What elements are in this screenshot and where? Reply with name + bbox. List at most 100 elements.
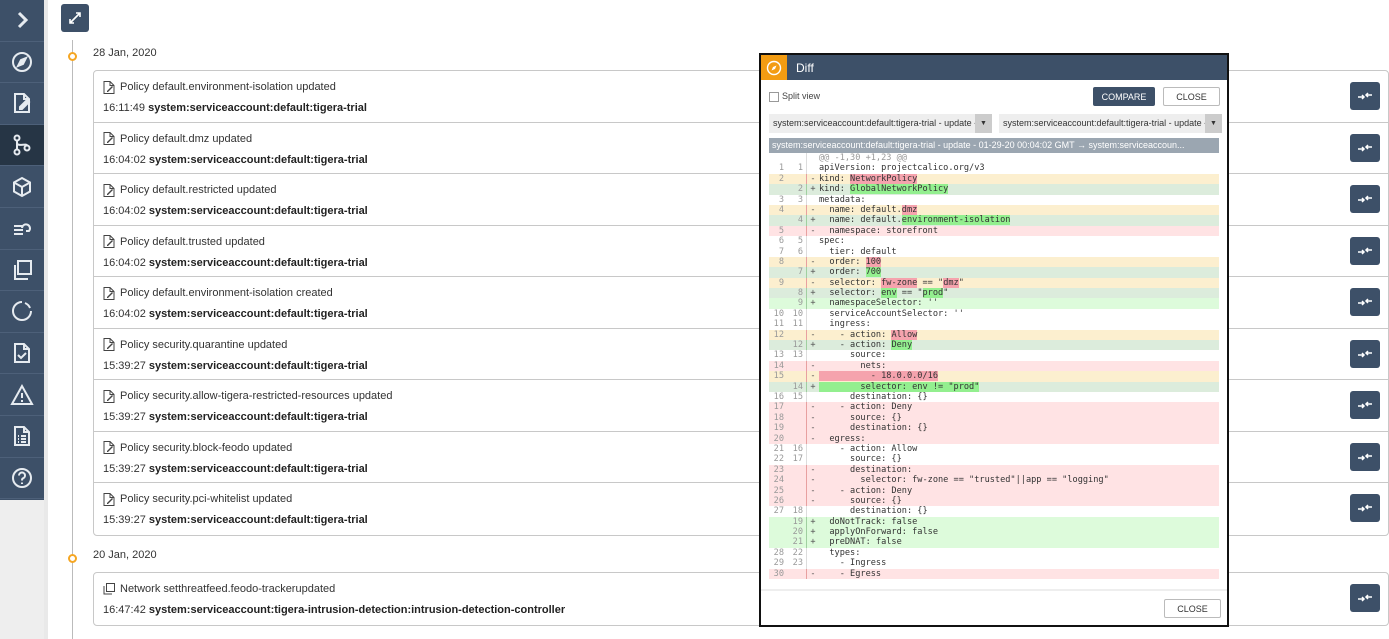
old-line-number: 4 bbox=[778, 204, 784, 215]
diff-code: applyOnForward: false bbox=[819, 527, 938, 537]
timeline-dot bbox=[68, 52, 77, 61]
code-text: - action: Deny bbox=[819, 402, 913, 413]
diff-line: 4 + name: default.environment-isolation bbox=[769, 215, 1219, 226]
diff-sign bbox=[807, 195, 819, 205]
new-line-number: 23 bbox=[787, 558, 807, 569]
sidebar-item-cube[interactable] bbox=[0, 166, 44, 208]
compare-button[interactable] bbox=[1350, 442, 1380, 471]
diff-code: types: bbox=[819, 548, 860, 558]
new-line-number: 5 bbox=[787, 236, 807, 247]
sidebar-item-warning[interactable] bbox=[0, 374, 44, 416]
diff-line: 21 + preDNAT: false bbox=[769, 537, 1219, 548]
diff-code: nets: bbox=[819, 361, 886, 371]
compare-button[interactable] bbox=[1350, 82, 1380, 110]
compare-button[interactable]: COMPARE bbox=[1093, 87, 1155, 106]
footer-close-button[interactable]: CLOSE bbox=[1164, 599, 1221, 618]
new-line-number: 6 bbox=[787, 246, 807, 257]
event-user: system:serviceaccount:default:tigera-tri… bbox=[148, 308, 368, 320]
compare-button[interactable] bbox=[1350, 288, 1380, 316]
new-line-number bbox=[787, 204, 807, 216]
compare-icon bbox=[1358, 349, 1372, 358]
new-line-number: 12 bbox=[787, 340, 807, 351]
new-line-number: 2 bbox=[787, 184, 807, 195]
new-line-number bbox=[787, 433, 807, 444]
split-view-checkbox[interactable]: Split view bbox=[769, 91, 820, 102]
code-text: apiVersion: projectcalico.org/v3 bbox=[819, 163, 985, 174]
diff-line: 30 - - Egress bbox=[769, 568, 1219, 580]
sidebar-item-copy[interactable] bbox=[0, 250, 44, 292]
left-version-select[interactable]: system:serviceaccount:default:tigera-tri… bbox=[769, 114, 992, 133]
diff-line: 26 - source: {} bbox=[769, 495, 1219, 507]
sidebar-item-branch[interactable] bbox=[0, 124, 44, 167]
new-line-number bbox=[787, 475, 807, 486]
new-line-number: 22 bbox=[787, 547, 807, 559]
diff-sign bbox=[807, 309, 819, 319]
new-line-number: 17 bbox=[787, 454, 807, 465]
sidebar-item-compass[interactable] bbox=[0, 42, 44, 84]
compare-icon bbox=[1358, 143, 1372, 152]
event-row: Network setthreatfeed.feodo-trackerupdat… bbox=[94, 573, 1388, 625]
close-button[interactable]: CLOSE bbox=[1163, 87, 1220, 106]
sidebar-item-help[interactable] bbox=[0, 458, 44, 500]
changed-text: - 18.0.0.0/16 bbox=[819, 371, 938, 382]
new-line-number: 20 bbox=[787, 527, 807, 538]
modal-footer: CLOSE bbox=[761, 589, 1227, 625]
code-text: preDNAT: false bbox=[819, 537, 902, 548]
event-title: Policy default.trusted updated bbox=[120, 235, 265, 248]
old-line-number: 10 bbox=[773, 308, 784, 319]
new-line-number bbox=[787, 485, 807, 496]
new-line-number: 13 bbox=[787, 350, 807, 361]
compare-button[interactable] bbox=[1350, 185, 1380, 213]
old-line-number: 20 bbox=[773, 433, 784, 444]
old-line-number: 7 bbox=[778, 246, 784, 257]
sidebar-item-check-document[interactable] bbox=[0, 333, 44, 375]
new-line-number bbox=[787, 423, 807, 434]
old-line-number: 13 bbox=[773, 350, 784, 361]
compare-button[interactable] bbox=[1350, 494, 1380, 522]
new-line-number: 18 bbox=[787, 506, 807, 517]
edit-document-icon bbox=[103, 132, 115, 145]
compare-button[interactable] bbox=[1350, 391, 1380, 419]
diff-code: destination: {} bbox=[819, 423, 928, 433]
code-text: destination: {} bbox=[819, 391, 928, 402]
diff-code: selector: env == "prod" bbox=[819, 288, 948, 299]
diff-sign: + bbox=[810, 298, 816, 309]
sidebar-item-list-document[interactable] bbox=[0, 416, 44, 458]
chevron-down-icon[interactable]: ▼ bbox=[975, 114, 992, 133]
new-line-number: 19 bbox=[787, 516, 807, 528]
compare-button[interactable] bbox=[1350, 584, 1380, 612]
checkbox-box[interactable] bbox=[769, 91, 779, 102]
diff-sign: - bbox=[810, 360, 816, 371]
sidebar-item-database-cloud[interactable] bbox=[0, 208, 44, 250]
right-version-select[interactable]: system:serviceaccount:default:tigera-tri… bbox=[999, 114, 1222, 133]
left-version-value: system:serviceaccount:default:tigera-tri… bbox=[773, 118, 975, 128]
compare-button[interactable] bbox=[1350, 339, 1380, 368]
diff-sign: + bbox=[810, 516, 816, 527]
event-title: Policy security.block-feodo updated bbox=[120, 441, 293, 454]
new-line-number bbox=[787, 153, 807, 164]
diff-sign: + bbox=[810, 215, 816, 226]
diff-code: spec: bbox=[819, 236, 845, 246]
diff-code: kind: GlobalNetworkPolicy bbox=[819, 184, 949, 195]
compare-button[interactable] bbox=[1350, 236, 1380, 265]
changed-text: 100 bbox=[865, 256, 882, 267]
expand-button[interactable] bbox=[61, 4, 89, 32]
sidebar-item-edit-document[interactable] bbox=[0, 83, 44, 125]
diff-sign bbox=[807, 558, 819, 568]
new-line-number: 7 bbox=[787, 267, 807, 278]
old-line-number: 30 bbox=[773, 568, 784, 579]
event-title: Policy default.restricted updated bbox=[120, 184, 277, 196]
old-line-number: 21 bbox=[773, 443, 784, 454]
diff-code: destination: {} bbox=[819, 392, 928, 402]
diff-sign: - bbox=[810, 475, 816, 486]
event-time: 15:39:27 bbox=[103, 514, 146, 526]
sidebar-item-chevron-right[interactable] bbox=[0, 0, 44, 42]
chevron-down-icon[interactable]: ▼ bbox=[1205, 114, 1222, 133]
code-text: source: {} bbox=[819, 495, 902, 506]
compare-button[interactable] bbox=[1350, 133, 1380, 162]
new-line-number bbox=[787, 277, 807, 289]
sidebar-item-refresh[interactable] bbox=[0, 291, 44, 333]
code-text: source: {} bbox=[819, 454, 902, 465]
old-line-number: 11 bbox=[773, 319, 784, 330]
diff-sign: - bbox=[810, 495, 816, 506]
